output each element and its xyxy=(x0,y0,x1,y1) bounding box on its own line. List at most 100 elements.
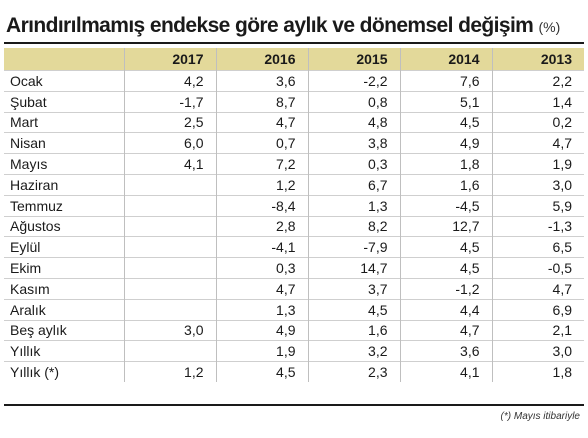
cell-value: 6,9 xyxy=(492,298,584,321)
cell-value: 4,7 xyxy=(216,111,309,133)
cell-value: 1,9 xyxy=(216,340,309,362)
cell-value: -4,1 xyxy=(216,236,309,258)
cell-value: 5,9 xyxy=(492,194,584,217)
cell-value xyxy=(124,277,217,300)
cell-value: 8,2 xyxy=(308,215,401,237)
column-header-2015: 2015 xyxy=(308,48,401,71)
row-label: Beş aylık xyxy=(4,319,125,341)
cell-value: 1,2 xyxy=(216,173,309,196)
table-row: Şubat -1,7 8,7 0,8 5,1 1,4 xyxy=(4,90,584,113)
data-table: 2017 2016 2015 2014 2013 Ocak 4,2 3,6 -2,2 7,6 2,… xyxy=(4,48,584,382)
bottom-rule xyxy=(4,404,584,406)
cell-value: 3,0 xyxy=(124,319,217,341)
cell-value: 2,8 xyxy=(216,215,309,237)
table-row: Beş aylık 3,0 4,9 1,6 4,7 2,1 xyxy=(4,319,584,341)
cell-value: 1,3 xyxy=(216,298,309,321)
cell-value: 5,1 xyxy=(400,90,493,113)
row-label: Aralık xyxy=(4,298,125,321)
cell-value: 4,9 xyxy=(216,319,309,341)
table-row: Nisan 6,0 0,7 3,8 4,9 4,7 xyxy=(4,132,584,154)
cell-value: 3,7 xyxy=(308,277,401,300)
cell-value xyxy=(124,194,217,217)
row-label: Temmuz xyxy=(4,194,125,217)
table-row: Ağustos 2,8 8,2 12,7 -1,3 xyxy=(4,215,584,237)
row-label: Yıllık (*) xyxy=(4,361,125,382)
cell-value: 0,3 xyxy=(216,257,309,279)
cell-value: 7,2 xyxy=(216,153,309,175)
header-row: 2017 2016 2015 2014 2013 xyxy=(4,48,584,71)
table-row: Mart 2,5 4,7 4,8 4,5 0,2 xyxy=(4,111,584,133)
cell-value: 0,2 xyxy=(492,111,584,133)
row-label: Nisan xyxy=(4,132,125,154)
cell-value: -0,5 xyxy=(492,257,584,279)
row-label: Haziran xyxy=(4,173,125,196)
table-row: Ekim 0,3 14,7 4,5 -0,5 xyxy=(4,257,584,279)
cell-value: 4,5 xyxy=(308,298,401,321)
cell-value: -8,4 xyxy=(216,194,309,217)
row-label: Mayıs xyxy=(4,153,125,175)
cell-value: 1,9 xyxy=(492,153,584,175)
cell-value: -1,3 xyxy=(492,215,584,237)
cell-value: 4,7 xyxy=(492,277,584,300)
cell-value xyxy=(124,215,217,237)
row-label: Kasım xyxy=(4,277,125,300)
cell-value: 4,1 xyxy=(124,153,217,175)
table-row: Eylül -4,1 -7,9 4,5 6,5 xyxy=(4,236,584,258)
table-row: Mayıs 4,1 7,2 0,3 1,8 1,9 xyxy=(4,153,584,175)
cell-value: -1,7 xyxy=(124,90,217,113)
cell-value xyxy=(124,340,217,362)
cell-value: 3,8 xyxy=(308,132,401,154)
cell-value: 1,8 xyxy=(492,361,584,382)
cell-value: 1,6 xyxy=(308,319,401,341)
cell-value: 4,8 xyxy=(308,111,401,133)
table-row: Yıllık 1,9 3,2 3,6 3,0 xyxy=(4,340,584,362)
cell-value: 3,6 xyxy=(216,70,309,92)
table-body: Ocak 4,2 3,6 -2,2 7,6 2,2 Şubat -1,7 8,7 0,8 5,1 1,… xyxy=(4,70,584,382)
cell-value xyxy=(124,298,217,321)
cell-value: 1,8 xyxy=(400,153,493,175)
cell-value: 1,2 xyxy=(124,361,217,382)
cell-value: 12,7 xyxy=(400,215,493,237)
cell-value: 2,3 xyxy=(308,361,401,382)
column-header-2016: 2016 xyxy=(216,48,309,71)
table-row: Yıllık (*) 1,2 4,5 2,3 4,1 1,8 xyxy=(4,361,584,382)
row-label: Mart xyxy=(4,111,125,133)
cell-value: 1,6 xyxy=(400,173,493,196)
cell-value: 2,2 xyxy=(492,70,584,92)
cell-value: 6,5 xyxy=(492,236,584,258)
table-row: Kasım 4,7 3,7 -1,2 4,7 xyxy=(4,277,584,300)
cell-value: 0,3 xyxy=(308,153,401,175)
cell-value: 0,7 xyxy=(216,132,309,154)
cell-value: 1,4 xyxy=(492,90,584,113)
top-rule xyxy=(4,42,584,44)
cell-value: -2,2 xyxy=(308,70,401,92)
cell-value: 4,7 xyxy=(400,319,493,341)
table-row: Haziran 1,2 6,7 1,6 3,0 xyxy=(4,173,584,196)
cell-value: 4,4 xyxy=(400,298,493,321)
cell-value: -7,9 xyxy=(308,236,401,258)
column-header-2014: 2014 xyxy=(400,48,493,71)
row-label: Yıllık xyxy=(4,340,125,362)
cell-value: 4,7 xyxy=(492,132,584,154)
footnote: (*) Mayıs itibariyle xyxy=(500,411,580,422)
header-corner xyxy=(4,48,125,71)
cell-value: 0,8 xyxy=(308,90,401,113)
row-label: Ekim xyxy=(4,257,125,279)
cell-value: 4,2 xyxy=(124,70,217,92)
table-title: Arındırılmamış endekse göre aylık ve dön… xyxy=(6,14,560,38)
table-row: Ocak 4,2 3,6 -2,2 7,6 2,2 xyxy=(4,70,584,92)
column-header-2017: 2017 xyxy=(124,48,217,71)
cell-value: 4,9 xyxy=(400,132,493,154)
cell-value: 4,5 xyxy=(400,111,493,133)
cell-value: 4,5 xyxy=(400,236,493,258)
cell-value: 3,0 xyxy=(492,173,584,196)
title-unit: (%) xyxy=(538,19,561,35)
cell-value: 3,6 xyxy=(400,340,493,362)
column-header-2013: 2013 xyxy=(492,48,584,71)
table-row: Aralık 1,3 4,5 4,4 6,9 xyxy=(4,298,584,321)
cell-value: -1,2 xyxy=(400,277,493,300)
row-label: Ağustos xyxy=(4,215,125,237)
cell-value: 6,0 xyxy=(124,132,217,154)
cell-value: 3,0 xyxy=(492,340,584,362)
cell-value: 8,7 xyxy=(216,90,309,113)
